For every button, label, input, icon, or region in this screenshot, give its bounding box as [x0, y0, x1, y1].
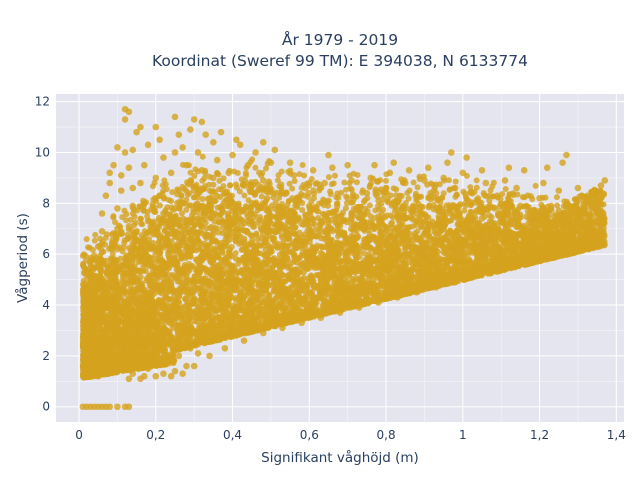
chart-title: År 1979 - 2019	[282, 30, 398, 49]
data-point	[313, 181, 319, 187]
data-point	[92, 238, 98, 244]
data-point	[200, 154, 206, 160]
data-point	[300, 162, 306, 168]
data-point	[503, 186, 509, 192]
data-point	[97, 236, 103, 242]
data-point	[525, 192, 531, 198]
data-point	[453, 179, 459, 185]
data-point	[349, 187, 355, 193]
data-point	[489, 183, 495, 189]
data-point	[92, 232, 98, 238]
data-point	[474, 177, 480, 183]
data-point	[384, 232, 390, 238]
data-point	[292, 178, 298, 184]
data-point	[354, 179, 360, 185]
data-point	[241, 193, 247, 199]
data-point	[252, 165, 258, 171]
chart-subtitle: Koordinat (Sweref 99 TM): E 394038, N 61…	[152, 52, 528, 70]
data-point	[137, 216, 143, 222]
data-point	[243, 170, 249, 176]
data-point	[415, 184, 421, 190]
data-point	[538, 202, 544, 208]
data-point	[216, 229, 222, 235]
data-point	[237, 188, 243, 194]
data-point	[411, 179, 417, 185]
